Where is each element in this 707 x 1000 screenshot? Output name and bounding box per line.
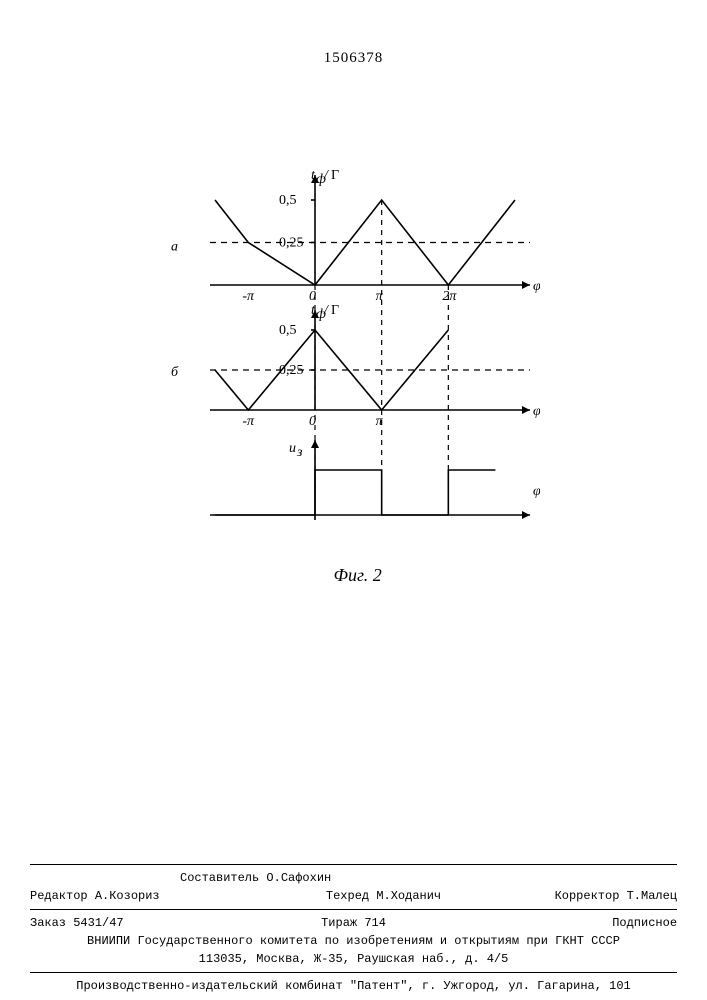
svg-text:-π: -π <box>242 289 255 304</box>
org-line: ВНИИПИ Государственного комитета по изоб… <box>30 932 677 950</box>
publisher-line: Производственно-издательский комбинат "П… <box>30 977 677 995</box>
svg-text:φ: φ <box>533 404 540 419</box>
svg-text:-π: -π <box>242 414 255 429</box>
order-row: Заказ 5431/47 Тираж 714 Подписное <box>30 914 677 932</box>
svg-text:2π: 2π <box>442 289 457 304</box>
svg-text:φ: φ <box>533 484 540 499</box>
svg-text:u: u <box>289 441 296 456</box>
svg-text:Г: Г <box>331 303 339 318</box>
address-line: 113035, Москва, Ж-35, Раушская наб., д. … <box>30 950 677 968</box>
svg-text:б: б <box>171 365 179 380</box>
figure-2: 0,250,5-π0π2πtф/Гφа0,250,5-π0πtф/Гφбuзφ <box>155 155 540 555</box>
divider <box>30 864 677 865</box>
divider <box>30 909 677 910</box>
svg-text:π: π <box>376 289 384 304</box>
svg-text:/: / <box>323 168 329 183</box>
svg-text:0,5: 0,5 <box>279 193 297 208</box>
footer-block: Составитель О.Сафохин Редактор А.Козориз… <box>30 860 677 995</box>
svg-text:0,5: 0,5 <box>279 323 297 338</box>
composer-line: Составитель О.Сафохин <box>30 869 677 887</box>
figure-caption: Фиг. 2 <box>334 565 382 586</box>
svg-text:φ: φ <box>533 279 540 294</box>
svg-text:а: а <box>171 240 178 255</box>
svg-text:з: з <box>296 445 303 460</box>
svg-text:Г: Г <box>331 168 339 183</box>
document-number: 1506378 <box>324 50 384 67</box>
svg-text:π: π <box>376 414 384 429</box>
divider <box>30 972 677 973</box>
svg-text:/: / <box>323 303 329 318</box>
svg-text:0: 0 <box>309 414 316 429</box>
credits-row: Редактор А.Козориз Техред М.Ходанич Корр… <box>30 887 677 905</box>
